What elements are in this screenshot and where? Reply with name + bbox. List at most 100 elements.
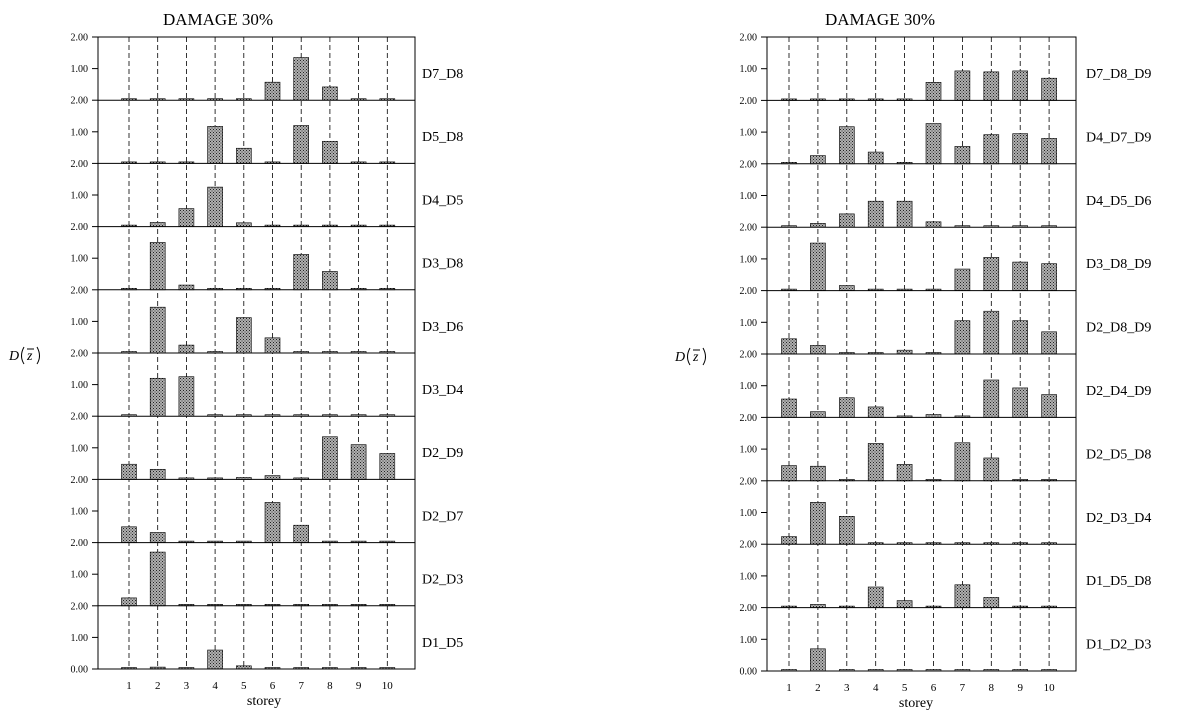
- series-label: D2_D5_D8: [1086, 447, 1151, 462]
- bar-D4_D7_D9-8: [983, 134, 1000, 165]
- series-label: D5_D8: [422, 130, 463, 145]
- series-label: D3_D4: [422, 383, 463, 398]
- bar-D7_D8_D9-9: [1012, 70, 1029, 101]
- y-tick-label: 2.00: [740, 286, 758, 297]
- series-label: D2_D4_D9: [1086, 384, 1151, 399]
- y-axis-var: D: [674, 350, 685, 365]
- bar-D1_D5_D8-7: [954, 584, 971, 608]
- series-label: D2_D7: [422, 509, 463, 524]
- open-paren: [21, 346, 25, 365]
- y-tick-label: 2.00: [71, 601, 89, 612]
- x-tick-label: 5: [902, 682, 908, 694]
- bar-D5_D8-7: [293, 125, 310, 164]
- x-axis-label: storey: [899, 696, 933, 711]
- bar-D2_D9-10: [379, 453, 396, 480]
- y-tick-label: 0.00: [740, 667, 758, 678]
- bar-D2_D3_D4-2: [810, 502, 826, 545]
- y-tick-label: 2.00: [740, 413, 758, 424]
- bar-D2_D8_D9-10: [1041, 331, 1057, 355]
- bar-D3_D8_D9-9: [1012, 261, 1029, 291]
- bar-D4_D5_D6-4: [867, 200, 884, 228]
- x-tick-label: 5: [241, 680, 247, 692]
- bar-D2_D8_D9-7: [954, 320, 971, 355]
- bar-D3_D4-3: [178, 376, 195, 417]
- bar-D2_D5_D8-7: [954, 442, 971, 482]
- bar-D2_D4_D9-9: [1012, 387, 1029, 418]
- bar-D2_D5_D8-5: [896, 464, 913, 482]
- chart-left: DAMAGE 30% 1.00 2.00 D7_D8 1.00 2.00 D5_D8 1.00…: [8, 10, 463, 709]
- bar-D1_D5-4: [207, 649, 223, 670]
- open-paren: [687, 347, 691, 366]
- bar-D2_D7-6: [264, 502, 281, 543]
- y-tick-label: 1.00: [740, 571, 758, 582]
- bar-D3_D8_D9-7: [954, 268, 971, 291]
- bar-D2_D5_D8-2: [810, 465, 826, 482]
- y-tick-label: 2.00: [740, 540, 758, 551]
- x-tick-label: 10: [1044, 682, 1056, 694]
- bar-D7_D8-8: [322, 86, 338, 101]
- bar-D2_D8_D9-9: [1012, 320, 1029, 355]
- bar-D2_D7-7: [293, 524, 310, 543]
- bar-D3_D8_D9-2: [810, 242, 826, 291]
- bar-D5_D8-4: [207, 126, 223, 164]
- y-tick-label: 2.00: [71, 96, 89, 107]
- x-tick-label: 4: [873, 682, 879, 694]
- bar-D4_D7_D9-2: [810, 155, 826, 165]
- y-tick-label: 2.00: [740, 223, 758, 234]
- bar-D2_D8_D9-8: [983, 310, 1000, 355]
- bar-D3_D6-6: [264, 337, 281, 354]
- x-tick-label: 6: [270, 680, 276, 692]
- bar-D4_D7_D9-7: [954, 146, 971, 165]
- bar-D7_D8_D9-6: [925, 82, 942, 101]
- bar-D2_D9-2: [149, 468, 166, 480]
- bar-D2_D8_D9-1: [781, 338, 797, 355]
- y-tick-label: 1.00: [740, 635, 758, 646]
- bar-D4_D7_D9-10: [1041, 138, 1057, 165]
- series-label: D3_D8: [422, 257, 463, 272]
- y-tick-label: 1.00: [71, 570, 89, 581]
- y-tick-label: 2.00: [740, 159, 758, 170]
- series-label: D7_D8: [422, 67, 463, 82]
- bar-D2_D3_D4-3: [838, 516, 855, 545]
- bar-D3_D8-8: [322, 271, 338, 291]
- bar-D3_D8-3: [178, 284, 195, 291]
- x-tick-label: 7: [298, 680, 304, 692]
- bar-D5_D8-5: [236, 147, 252, 164]
- y-tick-label: 1.00: [740, 318, 758, 329]
- y-tick-label: 1.00: [71, 633, 89, 644]
- chart-right: DAMAGE 30% 1.00 2.00 D7_D8_D9 1.00 2.00 D4_D7_…: [674, 10, 1151, 711]
- y-tick-label: 2.00: [740, 350, 758, 361]
- series-label: D3_D8_D9: [1086, 257, 1151, 272]
- bar-D4_D5_D6-2: [810, 223, 826, 228]
- bar-D3_D8_D9-3: [838, 285, 855, 291]
- y-tick-label: 1.00: [71, 191, 89, 202]
- y-tick-label: 2.00: [71, 412, 89, 423]
- x-tick-label: 6: [931, 682, 937, 694]
- bar-D4_D7_D9-4: [867, 151, 884, 165]
- y-tick-label: 1.00: [740, 381, 758, 392]
- y-tick-label: 2.00: [71, 538, 89, 549]
- bar-D3_D8_D9-8: [983, 257, 1000, 291]
- bar-D7_D8-6: [264, 81, 281, 101]
- bar-D4_D5-2: [149, 222, 166, 227]
- bar-D3_D6-5: [236, 317, 252, 354]
- y-tick-label: 1.00: [71, 317, 89, 328]
- bar-D7_D8-7: [293, 57, 310, 101]
- series-label: D7_D8_D9: [1086, 67, 1151, 82]
- series-label: D4_D5_D6: [1086, 194, 1151, 209]
- bar-D2_D4_D9-3: [838, 397, 855, 418]
- bar-D3_D8-2: [149, 242, 166, 291]
- y-tick-label: 2.00: [740, 33, 758, 44]
- series-label: D2_D9: [422, 446, 463, 461]
- series-label: D4_D7_D9: [1086, 130, 1151, 145]
- bar-D2_D5_D8-1: [781, 465, 797, 482]
- x-tick-label: 8: [327, 680, 333, 692]
- series-label: D2_D3_D4: [1086, 511, 1151, 526]
- x-tick-label: 3: [184, 680, 190, 692]
- bar-D3_D4-2: [149, 377, 166, 417]
- y-tick-label: 2.00: [71, 33, 89, 44]
- series-label: D1_D5: [422, 636, 463, 651]
- y-tick-label: 1.00: [71, 127, 89, 138]
